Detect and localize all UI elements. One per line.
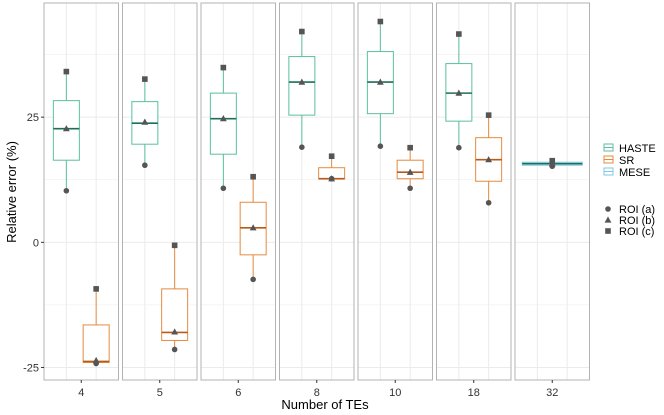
box-sr-8 — [318, 153, 346, 182]
point-roi-c — [456, 31, 462, 37]
x-tick-label: 4 — [78, 387, 84, 399]
x-axis-title: Number of TEs — [281, 397, 369, 412]
point-roi-b — [249, 224, 257, 231]
box-sr-6 — [239, 173, 267, 283]
x-tick-label: 5 — [157, 387, 163, 399]
point-roi-b — [455, 89, 463, 96]
point-roi-b — [406, 168, 414, 175]
x-tick-label: 32 — [546, 387, 558, 399]
point-roi-c — [485, 112, 492, 118]
box-haste-4 — [52, 68, 80, 194]
point-roi-a — [250, 276, 256, 283]
panel-border — [436, 2, 512, 381]
box-haste-6 — [209, 64, 237, 192]
panel-border — [43, 2, 119, 381]
facet-panel-4 — [43, 2, 119, 381]
point-roi-a — [142, 162, 148, 169]
legend-label: ROI (a) — [619, 204, 655, 216]
legend-label: SR — [619, 155, 634, 167]
panel-border — [200, 2, 276, 381]
legend-item-roi-c: ROI (c) — [605, 226, 654, 238]
point-roi-a — [485, 199, 492, 206]
legend-rois: ROI (a)ROI (b)ROI (c) — [604, 204, 655, 238]
point-roi-b — [171, 328, 179, 335]
point-roi-c — [250, 173, 256, 180]
y-tick-label: 0 — [33, 237, 39, 249]
point-roi-b — [92, 356, 100, 364]
box-sr-18 — [475, 112, 503, 206]
box-mese-32 — [521, 157, 583, 170]
x-tick-label: 18 — [468, 387, 480, 399]
point-roi-a — [299, 144, 305, 150]
box-body — [209, 92, 237, 155]
box-haste-10 — [366, 18, 394, 149]
y-tick-label: -25 — [23, 362, 39, 374]
point-roi-b — [328, 175, 336, 182]
legend-item-mese: MESE — [603, 167, 650, 179]
point-roi-c — [220, 64, 227, 71]
point-roi-c — [93, 286, 99, 292]
point-roi-b — [298, 78, 306, 85]
facet-panels — [43, 2, 590, 381]
legend-item-sr: SR — [603, 155, 634, 167]
box-sr-4 — [82, 286, 110, 367]
x-axis: 4 5 6 8 10 18 32 — [78, 380, 558, 399]
box-haste-8 — [288, 28, 316, 150]
legend-label: ROI (b) — [619, 215, 655, 227]
point-roi-c — [407, 144, 413, 151]
facet-panel-32 — [514, 2, 590, 381]
legend-marker-triangle — [604, 216, 612, 223]
facet-panel-8 — [279, 2, 355, 381]
legend-label: MESE — [619, 167, 650, 179]
box-body — [82, 324, 110, 363]
facet-panel-18 — [436, 2, 512, 381]
point-roi-c — [299, 28, 305, 35]
point-roi-a — [220, 185, 227, 192]
box-sr-10 — [396, 144, 424, 192]
point-roi-c — [171, 242, 178, 249]
point-roi-a — [407, 185, 413, 192]
box-haste-18 — [445, 31, 473, 151]
legend-label: ROI (c) — [619, 226, 654, 238]
point-roi-a — [171, 346, 178, 353]
facet-panel-6 — [200, 2, 276, 381]
box-sr-5 — [161, 242, 189, 353]
point-roi-c — [549, 157, 556, 164]
point-roi-a — [377, 143, 384, 149]
point-roi-b — [141, 118, 149, 125]
point-roi-c — [63, 68, 70, 75]
legend-label: HASTE — [619, 143, 656, 155]
point-roi-a — [63, 187, 70, 194]
point-roi-a — [456, 144, 462, 151]
point-roi-b — [485, 156, 493, 163]
point-roi-c — [142, 76, 148, 82]
legend-marker-square — [605, 228, 611, 234]
point-roi-b — [62, 125, 70, 132]
point-roi-b — [376, 78, 384, 85]
point-roi-b — [219, 115, 227, 122]
box-body — [288, 56, 316, 116]
legend-marker-circle — [605, 206, 611, 212]
x-tick-label: 10 — [389, 387, 401, 399]
panel-border — [514, 2, 590, 381]
legend-item-roi-a: ROI (a) — [605, 204, 655, 216]
y-tick-label: 25 — [27, 112, 39, 124]
legend-item-roi-b: ROI (b) — [604, 215, 655, 227]
y-axis-title: Relative error (%) — [4, 141, 19, 243]
point-roi-c — [377, 18, 384, 25]
facet-panel-5 — [122, 2, 198, 381]
legend-item-haste: HASTE — [603, 143, 656, 155]
x-tick-label: 8 — [314, 387, 320, 399]
box-haste-5 — [131, 76, 159, 169]
x-tick-label: 6 — [235, 387, 241, 399]
y-axis: -25 0 25 — [23, 112, 44, 374]
point-roi-c — [328, 153, 335, 160]
